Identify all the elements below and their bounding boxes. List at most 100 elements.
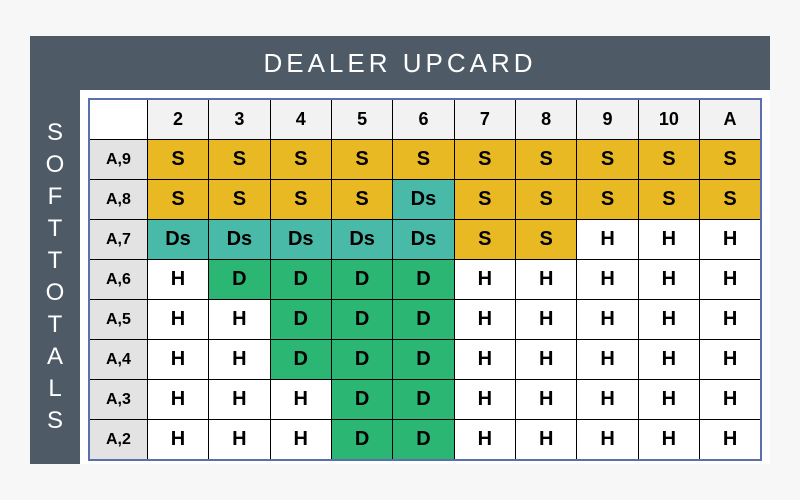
col-head: 3 [209,99,270,140]
row-head: A,6 [89,260,147,300]
cell: S [516,140,577,180]
corner-cell [89,99,147,140]
title-left-letter: T [48,249,63,273]
table-row: A,7DsDsDsDsDsSSHHH [89,220,761,260]
cell: Ds [209,220,270,260]
cell: D [331,420,392,461]
cell: H [638,220,699,260]
table-row: A,8SSSSDsSSSSS [89,180,761,220]
cell: S [577,180,638,220]
row-head: A,5 [89,300,147,340]
cell: S [209,180,270,220]
col-head: 10 [638,99,699,140]
table-row: A,3HHHDDHHHHH [89,380,761,420]
cell: S [331,180,392,220]
cell: H [209,420,270,461]
table-row: A,5HHDDDHHHHH [89,300,761,340]
chart-frame: DEALER UPCARD SOFTTOTALS 2345678910A A,9… [30,36,770,464]
col-head: 2 [147,99,208,140]
cell: D [331,380,392,420]
cell: H [147,420,208,461]
table-row: A,9SSSSSSSSSS [89,140,761,180]
cell: S [638,140,699,180]
cell: H [147,380,208,420]
cell: D [393,420,454,461]
cell: S [700,180,761,220]
cell: H [700,260,761,300]
cell: S [270,180,331,220]
cell: H [638,380,699,420]
cell: S [454,140,515,180]
title-left-letter: T [48,217,63,241]
cell: Ds [270,220,331,260]
cell: Ds [393,180,454,220]
cell: H [516,420,577,461]
cell: S [147,180,208,220]
title-left-letter: F [48,185,63,209]
table-row: A,6HDDDDHHHHH [89,260,761,300]
cell: S [331,140,392,180]
cell: D [393,300,454,340]
row-head: A,7 [89,220,147,260]
cell: H [270,420,331,461]
cell: H [638,300,699,340]
cell: H [454,420,515,461]
cell: S [454,220,515,260]
cell: D [270,300,331,340]
strategy-table-wrap: 2345678910A A,9SSSSSSSSSSA,8SSSSDsSSSSSA… [80,90,770,464]
cell: H [577,260,638,300]
cell: H [577,340,638,380]
cell: S [454,180,515,220]
cell: S [516,180,577,220]
cell: D [209,260,270,300]
col-head: 5 [331,99,392,140]
cell: D [393,260,454,300]
cell: H [516,260,577,300]
cell: S [147,140,208,180]
cell: Ds [331,220,392,260]
cell: Ds [393,220,454,260]
cell: D [393,380,454,420]
cell: H [209,300,270,340]
cell: H [516,300,577,340]
cell: H [454,300,515,340]
cell: S [638,180,699,220]
cell: H [638,340,699,380]
row-head: A,4 [89,340,147,380]
cell: D [270,340,331,380]
col-head: A [700,99,761,140]
cell: H [700,220,761,260]
title-top: DEALER UPCARD [30,36,770,90]
cell: D [331,260,392,300]
title-left: SOFTTOTALS [30,90,80,464]
cell: H [700,300,761,340]
cell: H [454,260,515,300]
cell: H [516,380,577,420]
cell: H [638,420,699,461]
cell: H [700,380,761,420]
col-head: 9 [577,99,638,140]
cell: H [147,340,208,380]
cell: H [577,420,638,461]
cell: S [577,140,638,180]
cell: S [209,140,270,180]
title-left-letter: L [48,377,61,401]
cell: H [638,260,699,300]
cell: H [147,300,208,340]
title-left-letter: A [47,345,63,369]
strategy-table: 2345678910A A,9SSSSSSSSSSA,8SSSSDsSSSSSA… [88,98,762,461]
title-left-letter: S [47,409,63,433]
cell: Ds [147,220,208,260]
cell: S [270,140,331,180]
row-head: A,8 [89,180,147,220]
title-left-letter: T [48,313,63,337]
cell: D [270,260,331,300]
cell: H [209,380,270,420]
col-head: 7 [454,99,515,140]
cell: H [516,340,577,380]
cell: S [393,140,454,180]
cell: H [577,220,638,260]
cell: H [147,260,208,300]
table-row: A,4HHDDDHHHHH [89,340,761,380]
cell: H [270,380,331,420]
